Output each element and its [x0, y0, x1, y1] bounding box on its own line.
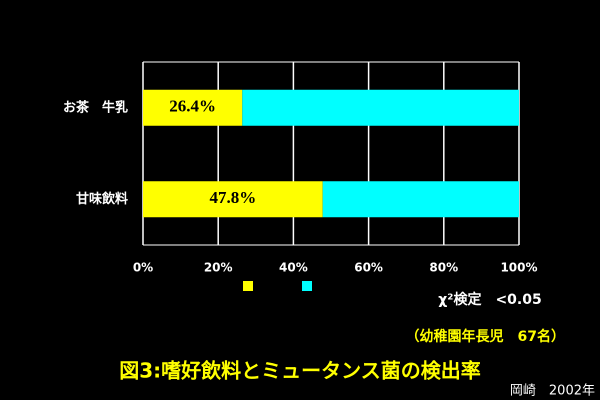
- value-label: 47.8%: [209, 188, 256, 207]
- x-tick-label: 100%: [500, 261, 537, 275]
- x-tick-label: 0%: [133, 261, 153, 275]
- bar-segment: [143, 181, 323, 218]
- y-tick-label: 甘味飲料: [76, 191, 128, 207]
- bar-segment: [242, 89, 519, 126]
- x-tick-label: 60%: [354, 261, 383, 275]
- credit: 岡崎 2002年: [510, 384, 595, 399]
- y-tick-label: お茶 牛乳: [63, 99, 128, 115]
- value-label: 26.4%: [169, 97, 216, 116]
- legend-swatch: [243, 281, 253, 291]
- x-tick-label: 80%: [429, 261, 458, 275]
- chart-title: 図3:嗜好飲料とミュータンス菌の検出率: [119, 359, 481, 383]
- bar-segment: [322, 181, 519, 218]
- x-tick-label: 40%: [279, 261, 308, 275]
- annotation: （幼稚園年長児 67名）: [406, 328, 565, 345]
- annotation: χ²検定 <0.05: [438, 291, 541, 308]
- bar-segment: [143, 89, 243, 126]
- legend-swatch: [302, 281, 312, 291]
- x-tick-label: 20%: [204, 261, 233, 275]
